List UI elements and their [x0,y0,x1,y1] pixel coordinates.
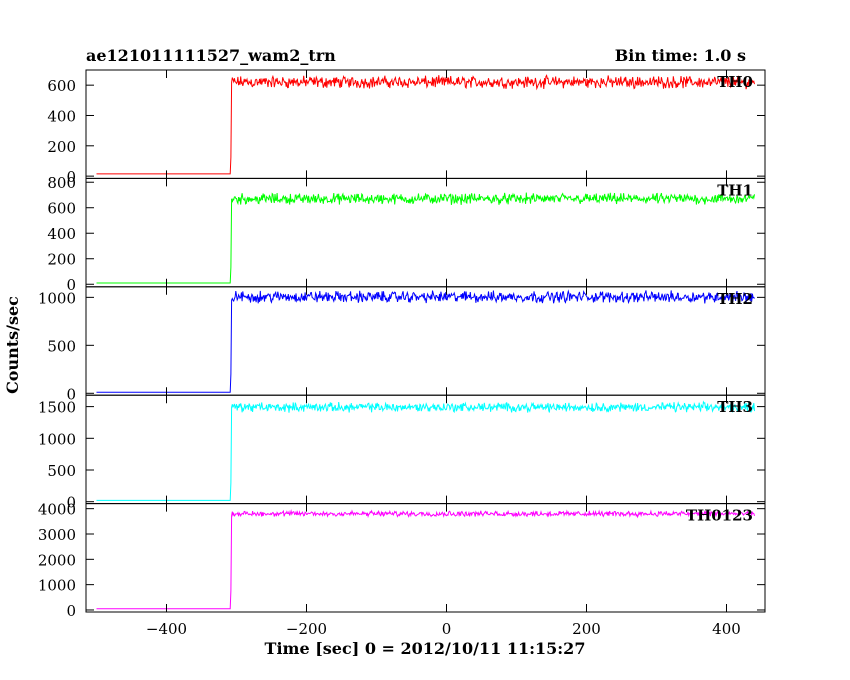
series-line-th0123 [96,509,755,610]
y-tick-label: 600 [47,200,76,218]
panels-group: 0 200 400 600 TH0 0 200 400 600 800 TH1 0 500 1000 TH2… [38,69,766,638]
x-tick-label: 400 [712,620,741,638]
y-tick-label: 0 [66,276,76,294]
y-tick-label: 200 [47,251,76,269]
y-tick-label: 500 [47,337,76,355]
series-line-th2 [96,289,755,393]
x-tick-label: −400 [146,620,187,638]
series-line-th3 [96,400,755,501]
series-label-th0123: TH0123 [686,507,753,525]
series-line-th1 [96,192,755,284]
y-tick-label: 1000 [38,577,76,595]
x-axis-label: Time [sec] 0 = 2012/10/11 11:15:27 [265,639,586,658]
y-tick-label: 500 [47,462,76,480]
y-tick-label: 3000 [38,526,76,544]
y-tick-label: 800 [47,174,76,192]
y-axis-label: Counts/sec [3,296,22,394]
panel-frame-th0123 [85,503,766,613]
series-label-th1: TH1 [717,181,753,199]
bin-time-label: Bin time: 1.0 s [615,46,746,65]
x-tick-label: 0 [442,620,452,638]
y-tick-label: 0 [66,168,76,186]
y-tick-label: 4000 [38,501,76,519]
y-tick-label: 200 [47,138,76,156]
x-tick-label: −200 [286,620,327,638]
y-tick-label: 1000 [38,289,76,307]
y-tick-label: 400 [47,107,76,125]
y-tick-label: 600 [47,77,76,95]
panel-frame-th3 [85,394,766,505]
y-tick-label: 400 [47,225,76,243]
y-tick-label: 2000 [38,551,76,569]
chart-title: ae121011111527_wam2_trn [86,46,336,65]
y-tick-label: 1000 [38,430,76,448]
y-tick-label: 0 [66,385,76,403]
series-label-th0: TH0 [717,73,753,91]
series-label-th3: TH3 [717,398,753,416]
y-tick-label: 0 [66,602,76,620]
x-tick-label: 200 [572,620,601,638]
series-label-th2: TH2 [717,290,753,308]
y-tick-label: 0 [66,494,76,512]
series-line-th0 [96,74,755,175]
panel-frame-th2 [85,286,766,396]
y-tick-label: 1500 [38,399,76,417]
